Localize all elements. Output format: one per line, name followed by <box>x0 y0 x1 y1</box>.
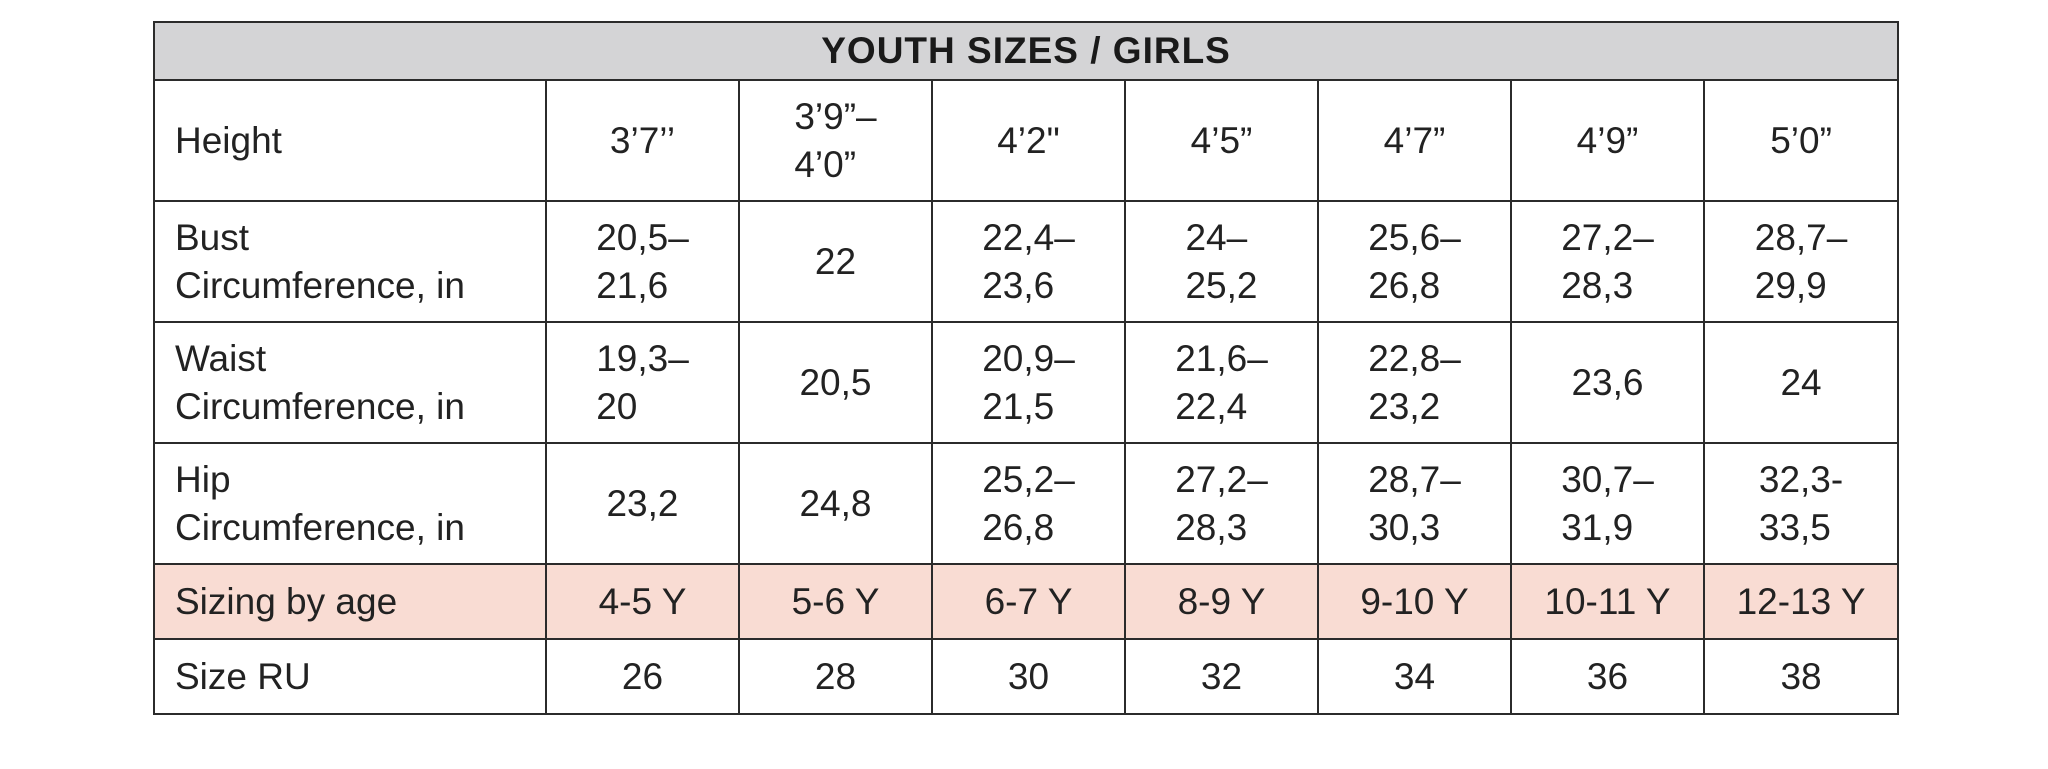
table-row-height: Height 3’7’’ 3’9”– 4’0” 4’2" 4’5” 4’7” 4… <box>153 79 1900 202</box>
table-row-size-ru: Size RU 26 28 30 32 34 36 38 <box>153 638 1900 715</box>
table-cell: 4’7” <box>1317 79 1512 202</box>
cell-value: 32 <box>1200 655 1243 697</box>
cell-value: 8-9 Y <box>1177 580 1266 622</box>
row-label-waist: Waist Circumference, in <box>153 321 547 444</box>
cell-value: 5-6 Y <box>791 580 880 622</box>
table-title: YOUTH SIZES / GIRLS <box>152 21 1900 81</box>
cell-value: 23,6 <box>1571 361 1644 403</box>
cell-value: 28,7– 29,9 <box>1754 216 1848 306</box>
table-cell: 26 <box>545 638 740 715</box>
table-cell: 9-10 Y <box>1317 563 1512 640</box>
cell-value: 30 <box>1007 655 1050 697</box>
table-cell: 4’2" <box>931 79 1126 202</box>
table-cell: 4’9” <box>1510 79 1705 202</box>
table-cell: 21,6– 22,4 <box>1124 321 1319 444</box>
cell-value: 27,2– 28,3 <box>1561 216 1654 306</box>
table-cell: 23,2 <box>545 442 740 565</box>
cell-value: 38 <box>1780 655 1822 697</box>
row-label-size-ru: Size RU <box>153 638 547 715</box>
cell-value: 34 <box>1393 655 1436 697</box>
cell-value: 3’9”– 4’0” <box>794 95 877 185</box>
cell-value: 22 <box>814 240 857 282</box>
table-cell: 4’5” <box>1124 79 1319 202</box>
cell-value: 24,8 <box>799 482 872 524</box>
table-cell: 12-13 Y <box>1702 563 1900 640</box>
cell-value: 28 <box>814 655 857 697</box>
table-cell: 20,5 <box>738 321 933 444</box>
table-cell: 5-6 Y <box>738 563 933 640</box>
table-row-bust: Bust Circumference, in 20,5– 21,6 22 22,… <box>153 200 1900 323</box>
cell-value: 24– 25,2 <box>1185 216 1258 306</box>
row-label-height: Height <box>153 79 547 202</box>
cell-value: 4-5 Y <box>598 580 687 622</box>
table-cell: 22,4– 23,6 <box>931 200 1126 323</box>
table-cell: 28,7– 29,9 <box>1702 200 1900 323</box>
table-cell: 24– 25,2 <box>1124 200 1319 323</box>
cell-value: 25,6– 26,8 <box>1368 216 1461 306</box>
table-cell: 22 <box>738 200 933 323</box>
table-cell: 32 <box>1124 638 1319 715</box>
cell-value: 26 <box>621 655 664 697</box>
cell-value: 3’7’’ <box>609 119 676 161</box>
table-cell: 38 <box>1702 638 1900 715</box>
cell-value: 4’9” <box>1576 119 1639 161</box>
table-cell: 23,6 <box>1510 321 1705 444</box>
table-cell: 30,7– 31,9 <box>1510 442 1705 565</box>
size-chart-table: YOUTH SIZES / GIRLS Height 3’7’’ 3’9”– 4… <box>152 21 1900 715</box>
cell-value: 22,4– 23,6 <box>982 216 1075 306</box>
table-cell: 8-9 Y <box>1124 563 1319 640</box>
table-cell: 25,2– 26,8 <box>931 442 1126 565</box>
table-cell: 24,8 <box>738 442 933 565</box>
cell-value: 24 <box>1780 361 1822 403</box>
cell-value: 36 <box>1586 655 1629 697</box>
cell-value: 12-13 Y <box>1736 580 1866 622</box>
table-cell: 25,6– 26,8 <box>1317 200 1512 323</box>
cell-value: 6-7 Y <box>984 580 1073 622</box>
table-cell: 30 <box>931 638 1126 715</box>
table-cell: 28,7– 30,3 <box>1317 442 1512 565</box>
row-label-age: Sizing by age <box>153 563 547 640</box>
cell-value: 28,7– 30,3 <box>1368 458 1461 548</box>
table-cell: 4-5 Y <box>545 563 740 640</box>
cell-value: 21,6– 22,4 <box>1175 337 1268 427</box>
table-cell: 5’0” <box>1702 79 1900 202</box>
table-cell: 10-11 Y <box>1510 563 1705 640</box>
cell-value: 22,8– 23,2 <box>1368 337 1461 427</box>
cell-value: 23,2 <box>606 482 679 524</box>
table-cell: 27,2– 28,3 <box>1124 442 1319 565</box>
cell-value: 32,3- 33,5 <box>1758 458 1844 548</box>
table-cell: 32,3- 33,5 <box>1702 442 1900 565</box>
table-cell: 24 <box>1702 321 1900 444</box>
cell-value: 27,2– 28,3 <box>1175 458 1268 548</box>
row-label-bust: Bust Circumference, in <box>153 200 547 323</box>
table-cell: 19,3– 20 <box>545 321 740 444</box>
table-row-waist: Waist Circumference, in 19,3– 20 20,5 20… <box>153 321 1900 444</box>
table-row-age: Sizing by age 4-5 Y 5-6 Y 6-7 Y 8-9 Y 9-… <box>153 563 1900 640</box>
table-cell: 27,2– 28,3 <box>1510 200 1705 323</box>
cell-value: 4’2" <box>997 119 1060 161</box>
cell-value: 9-10 Y <box>1360 580 1469 622</box>
table-cell: 34 <box>1317 638 1512 715</box>
cell-value: 5’0” <box>1770 119 1832 161</box>
table-row-hip: Hip Circumference, in 23,2 24,8 25,2– 26… <box>153 442 1900 565</box>
cell-value: 30,7– 31,9 <box>1561 458 1654 548</box>
table-cell: 3’7’’ <box>545 79 740 202</box>
table-cell: 20,5– 21,6 <box>545 200 740 323</box>
table-cell: 3’9”– 4’0” <box>738 79 933 202</box>
cell-value: 19,3– 20 <box>596 337 689 427</box>
cell-value: 20,9– 21,5 <box>982 337 1075 427</box>
table-cell: 28 <box>738 638 933 715</box>
table-cell: 6-7 Y <box>931 563 1126 640</box>
cell-value: 10-11 Y <box>1544 580 1671 622</box>
cell-value: 20,5– 21,6 <box>596 216 689 306</box>
table-cell: 20,9– 21,5 <box>931 321 1126 444</box>
cell-value: 4’7” <box>1383 119 1446 161</box>
table-cell: 22,8– 23,2 <box>1317 321 1512 444</box>
row-label-hip: Hip Circumference, in <box>153 442 547 565</box>
cell-value: 20,5 <box>799 361 872 403</box>
table-body: Height 3’7’’ 3’9”– 4’0” 4’2" 4’5” 4’7” 4… <box>153 79 1900 715</box>
cell-value: 25,2– 26,8 <box>982 458 1075 548</box>
cell-value: 4’5” <box>1190 119 1253 161</box>
table-cell: 36 <box>1510 638 1705 715</box>
